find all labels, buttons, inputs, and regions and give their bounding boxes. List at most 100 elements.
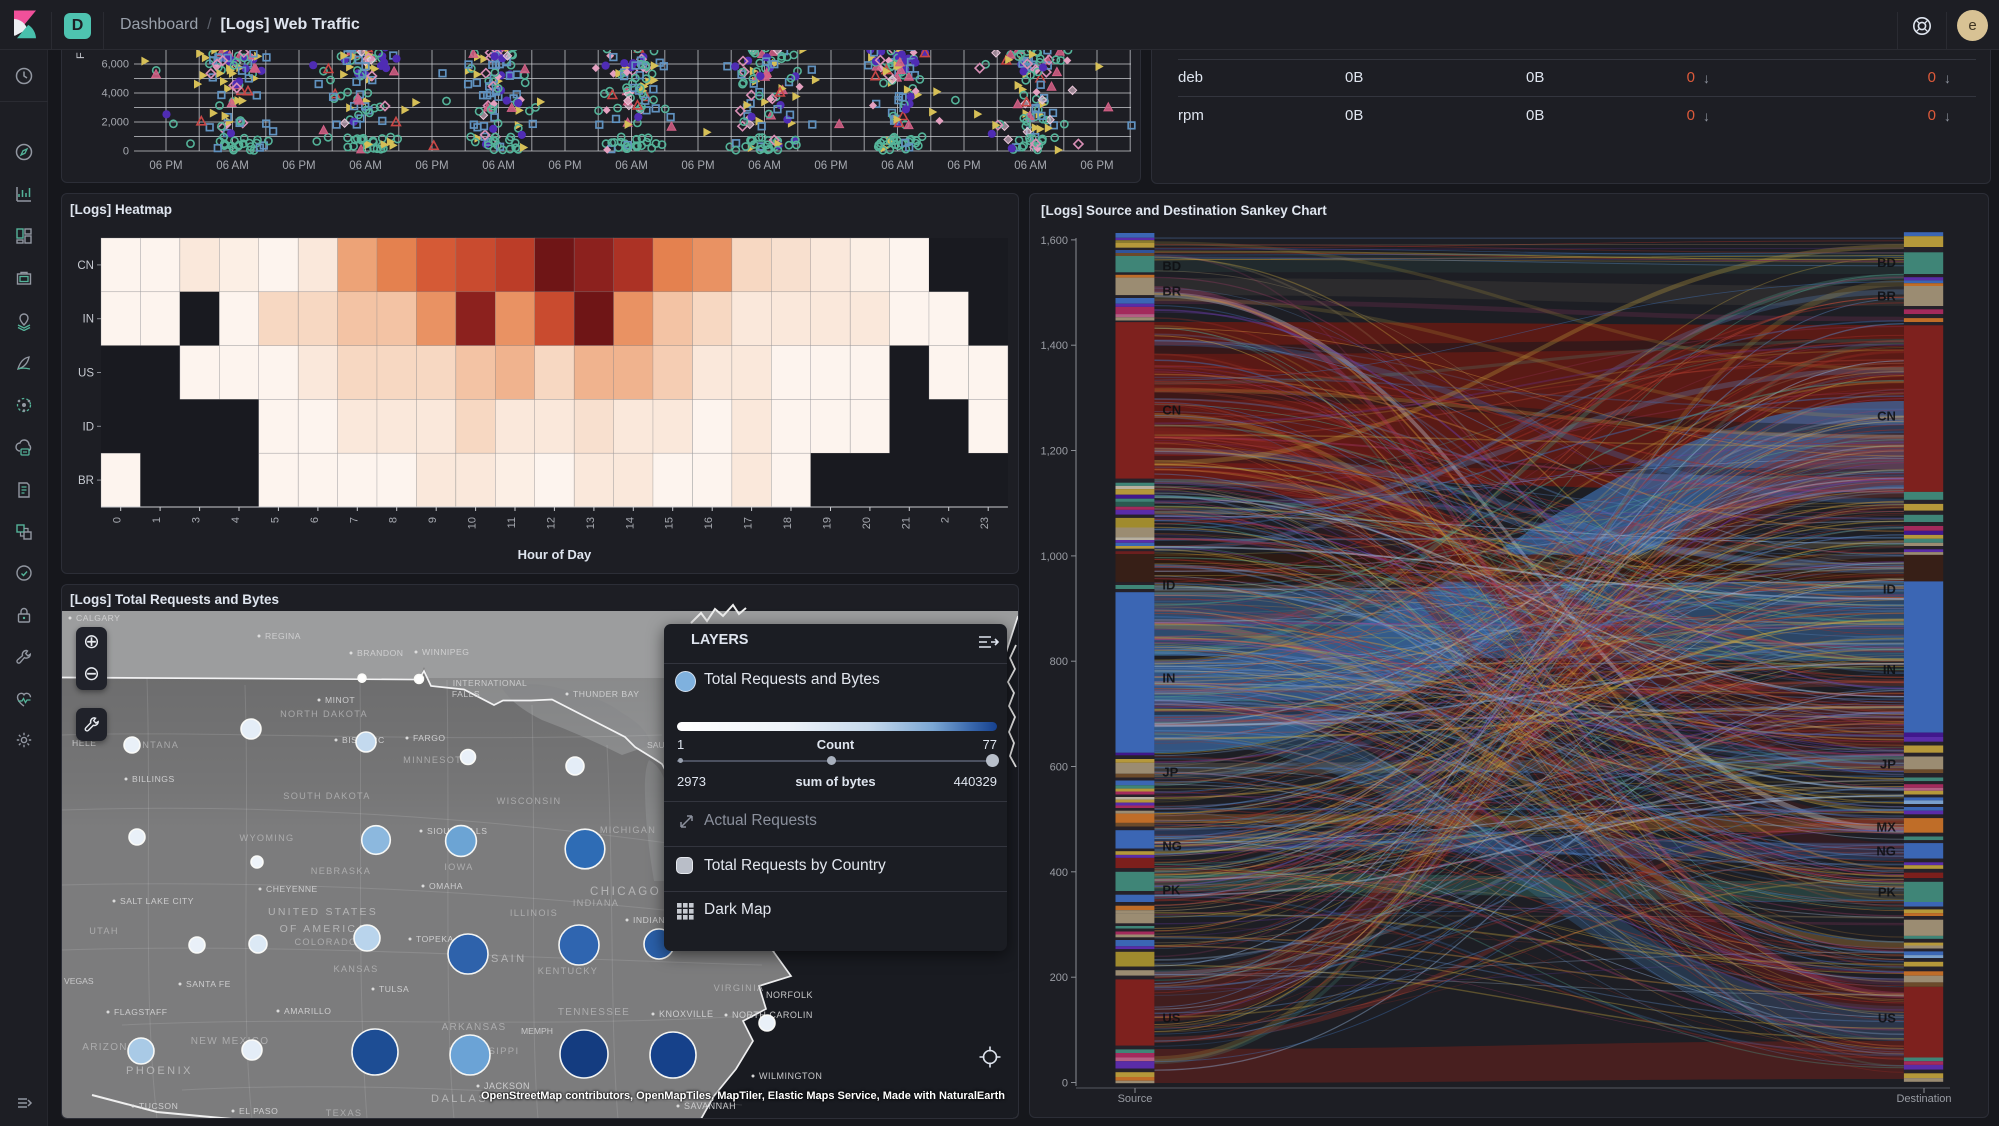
svg-text:CN: CN: [77, 260, 94, 272]
svg-text:06 PM: 06 PM: [814, 160, 847, 172]
svg-text:UNITED STATES: UNITED STATES: [268, 906, 378, 918]
svg-text:US: US: [1878, 1011, 1896, 1026]
svg-text:06 AM: 06 AM: [216, 160, 249, 172]
svg-text:IOWA: IOWA: [444, 862, 473, 872]
svg-text:OF AMERICA: OF AMERICA: [280, 923, 367, 935]
svg-text:BD: BD: [1877, 255, 1896, 270]
svg-text:IN: IN: [83, 314, 95, 326]
svg-text:9: 9: [427, 517, 439, 523]
svg-text:MEMPH: MEMPH: [521, 1026, 553, 1036]
svg-text:0: 0: [1062, 1078, 1068, 1090]
svg-text:11: 11: [506, 517, 518, 528]
svg-text:PK: PK: [1162, 883, 1181, 898]
svg-text:INTERNATIONAL: INTERNATIONAL: [453, 678, 528, 688]
svg-text:06 AM: 06 AM: [748, 160, 781, 172]
svg-text:06 PM: 06 PM: [149, 160, 182, 172]
svg-text:US: US: [78, 368, 94, 380]
svg-text:06 PM: 06 PM: [282, 160, 315, 172]
svg-text:WILMINGTON: WILMINGTON: [759, 1071, 822, 1081]
svg-text:VIRGINIA: VIRGINIA: [714, 983, 765, 993]
svg-text:8: 8: [388, 517, 400, 523]
svg-text:21: 21: [900, 517, 912, 529]
svg-text:KANSAS: KANSAS: [333, 964, 378, 974]
svg-text:IN: IN: [1162, 671, 1175, 686]
svg-text:US: US: [1162, 1011, 1180, 1026]
svg-text:COLORADO: COLORADO: [295, 937, 358, 947]
svg-text:BR: BR: [78, 475, 94, 487]
svg-text:06 AM: 06 AM: [482, 160, 515, 172]
svg-text:5: 5: [269, 517, 281, 523]
svg-text:16: 16: [703, 517, 715, 529]
svg-text:06 PM: 06 PM: [947, 160, 980, 172]
svg-text:400: 400: [1050, 867, 1068, 879]
svg-text:NG: NG: [1876, 844, 1896, 859]
svg-text:IN: IN: [1883, 662, 1896, 677]
svg-text:06 PM: 06 PM: [548, 160, 581, 172]
svg-text:2: 2: [940, 517, 952, 523]
svg-text:4,000: 4,000: [101, 88, 129, 100]
svg-text:06 PM: 06 PM: [681, 160, 714, 172]
svg-text:PHOENIX: PHOENIX: [126, 1065, 193, 1077]
svg-text:NORFOLK: NORFOLK: [766, 990, 813, 1000]
svg-text:06 AM: 06 AM: [615, 160, 648, 172]
svg-text:ID: ID: [83, 421, 95, 433]
svg-text:Source: Source: [1118, 1093, 1153, 1105]
svg-text:PK: PK: [1878, 885, 1897, 900]
svg-text:CN: CN: [1877, 409, 1896, 424]
svg-text:F: F: [75, 52, 87, 59]
svg-text:1: 1: [151, 517, 163, 523]
svg-text:10: 10: [467, 517, 479, 529]
svg-text:MINNESOTA: MINNESOTA: [403, 755, 469, 765]
svg-text:NORTH CAROLIN: NORTH CAROLIN: [732, 1010, 813, 1020]
svg-text:Hour of Day: Hour of Day: [518, 547, 592, 562]
svg-text:NORTH DAKOTA: NORTH DAKOTA: [280, 709, 368, 719]
svg-text:6,000: 6,000: [101, 59, 129, 71]
svg-text:15: 15: [664, 517, 676, 529]
svg-text:18: 18: [782, 517, 794, 529]
svg-text:4: 4: [230, 517, 242, 523]
svg-text:BD: BD: [1162, 259, 1181, 274]
svg-text:REGINA: REGINA: [265, 631, 301, 641]
svg-text:SANTA FE: SANTA FE: [186, 979, 231, 989]
svg-text:SALT LAKE CITY: SALT LAKE CITY: [120, 896, 194, 906]
svg-text:600: 600: [1050, 762, 1068, 774]
svg-text:MICHIGAN: MICHIGAN: [600, 825, 656, 835]
svg-text:19: 19: [822, 517, 834, 529]
svg-text:800: 800: [1050, 656, 1068, 668]
svg-text:THUNDER BAY: THUNDER BAY: [573, 689, 639, 699]
svg-text:TENNESSEE: TENNESSEE: [558, 1007, 630, 1018]
svg-text:12: 12: [545, 517, 557, 529]
svg-text:JP: JP: [1880, 757, 1896, 772]
svg-text:BR: BR: [1877, 289, 1896, 304]
svg-text:JP: JP: [1162, 765, 1178, 780]
svg-text:JACKSON: JACKSON: [484, 1081, 530, 1091]
svg-text:06 PM: 06 PM: [1080, 160, 1113, 172]
svg-text:TULSA: TULSA: [379, 984, 409, 994]
svg-text:TUCSON: TUCSON: [139, 1101, 178, 1111]
svg-text:HELE: HELE: [72, 738, 96, 748]
svg-text:0: 0: [112, 517, 124, 523]
svg-text:NEW MEXICO: NEW MEXICO: [191, 1036, 270, 1047]
svg-text:VEGAS: VEGAS: [64, 976, 94, 986]
svg-text:BRANDON: BRANDON: [357, 648, 403, 658]
svg-text:1,200: 1,200: [1040, 446, 1068, 458]
svg-text:DALLAS: DALLAS: [431, 1093, 488, 1105]
svg-text:AMARILLO: AMARILLO: [284, 1006, 331, 1016]
svg-text:BR: BR: [1162, 284, 1181, 299]
svg-text:Destination: Destination: [1896, 1093, 1951, 1105]
svg-text:23: 23: [979, 517, 991, 529]
svg-text:KENTUCKY: KENTUCKY: [538, 966, 598, 976]
svg-text:MONTANA: MONTANA: [125, 740, 179, 750]
svg-text:WISCONSIN: WISCONSIN: [497, 796, 562, 806]
svg-text:1,600: 1,600: [1040, 235, 1068, 247]
svg-text:200: 200: [1050, 972, 1068, 984]
svg-text:FARGO: FARGO: [413, 733, 446, 743]
svg-text:SAVANNAH: SAVANNAH: [684, 1101, 736, 1111]
svg-text:06 AM: 06 AM: [349, 160, 382, 172]
svg-text:CN: CN: [1162, 403, 1181, 418]
svg-text:FLAGSTAFF: FLAGSTAFF: [114, 1007, 168, 1017]
svg-text:3: 3: [191, 517, 203, 523]
svg-text:UTAH: UTAH: [89, 926, 119, 936]
svg-text:06 PM: 06 PM: [415, 160, 448, 172]
svg-text:OMAHA: OMAHA: [429, 881, 463, 891]
